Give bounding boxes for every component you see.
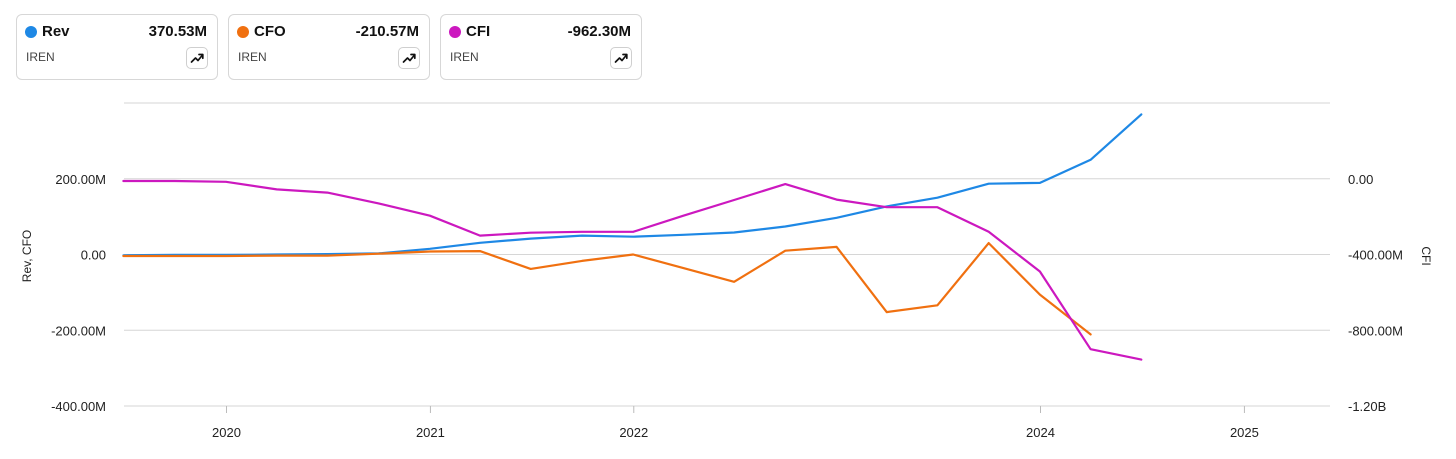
metric-cards: Rev 370.53M IREN CFO -210.57M IREN CFI -… — [16, 14, 642, 80]
right-tick-label: -1.20B — [1348, 399, 1386, 414]
series-line-cfi — [122, 179, 1143, 361]
series-lines — [122, 113, 1143, 361]
metric-value: -962.30M — [567, 23, 631, 40]
right-axis: 0.00 -400.00M -800.00M -1.20B — [1348, 172, 1403, 414]
right-axis-title: CFI — [1419, 246, 1433, 265]
series-line-cfo — [122, 242, 1092, 336]
metric-ticker: IREN — [450, 50, 479, 64]
cfi-series-dot — [449, 26, 461, 38]
metric-value: -210.57M — [355, 23, 419, 40]
trend-up-icon[interactable] — [610, 47, 632, 69]
series-line-rev — [122, 113, 1143, 257]
x-tick-label: 2021 — [416, 425, 445, 440]
metric-card-cfo[interactable]: CFO -210.57M IREN — [228, 14, 430, 80]
metric-ticker: IREN — [26, 50, 55, 64]
left-axis: 200.00M 0.00 -200.00M -400.00M — [51, 172, 106, 414]
metric-value: 370.53M — [148, 23, 207, 40]
rev-series-dot — [25, 26, 37, 38]
metric-name: Rev — [42, 23, 70, 40]
right-tick-label: -800.00M — [1348, 323, 1403, 338]
x-tick-label: 2022 — [619, 425, 648, 440]
left-tick-label: 0.00 — [81, 248, 106, 263]
cfo-series-dot — [237, 26, 249, 38]
trend-up-icon[interactable] — [398, 47, 420, 69]
left-axis-title: Rev, CFO — [20, 230, 34, 282]
metric-card-cfi[interactable]: CFI -962.30M IREN — [440, 14, 642, 80]
right-tick-label: 0.00 — [1348, 172, 1373, 187]
x-axis: 2020 2021 2022 2024 2025 — [212, 406, 1259, 440]
metric-name: CFI — [466, 23, 491, 40]
metric-name: CFO — [254, 23, 286, 40]
metric-card-rev[interactable]: Rev 370.53M IREN — [16, 14, 218, 80]
metric-ticker: IREN — [238, 50, 267, 64]
trend-up-icon[interactable] — [186, 47, 208, 69]
right-tick-label: -400.00M — [1348, 248, 1403, 263]
x-tick-label: 2024 — [1026, 425, 1055, 440]
left-tick-label: 200.00M — [55, 172, 106, 187]
x-tick-label: 2020 — [212, 425, 241, 440]
left-tick-label: -200.00M — [51, 323, 106, 338]
x-tick-label: 2025 — [1230, 425, 1259, 440]
left-tick-label: -400.00M — [51, 399, 106, 414]
